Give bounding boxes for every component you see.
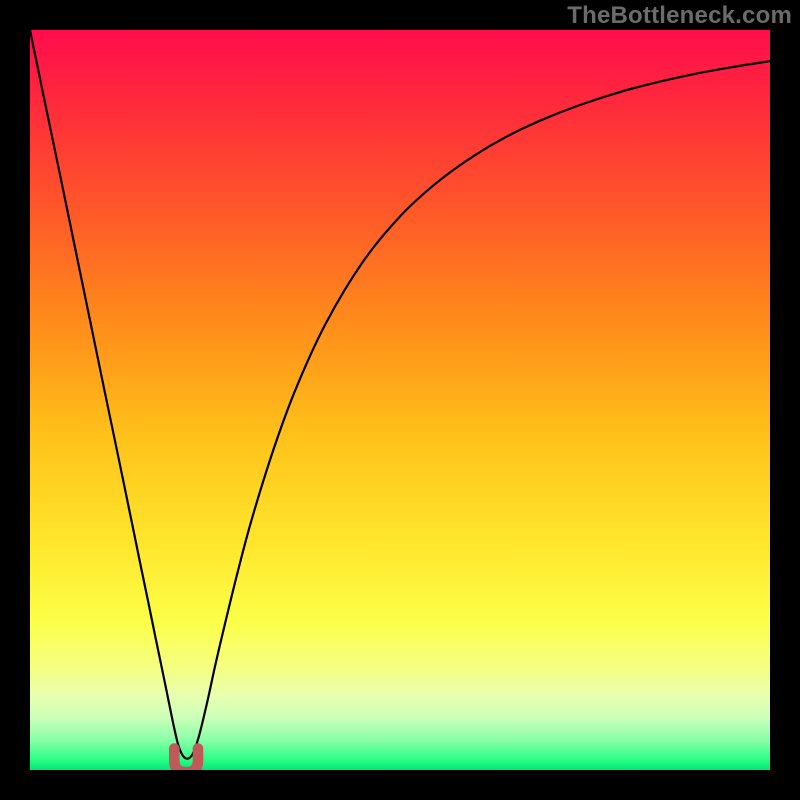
- chart-root: TheBottleneck.com: [0, 0, 800, 800]
- plot-area: [30, 30, 770, 770]
- watermark-text: TheBottleneck.com: [567, 2, 792, 30]
- plot-svg: [30, 30, 770, 770]
- bottleneck-curve: [30, 30, 770, 759]
